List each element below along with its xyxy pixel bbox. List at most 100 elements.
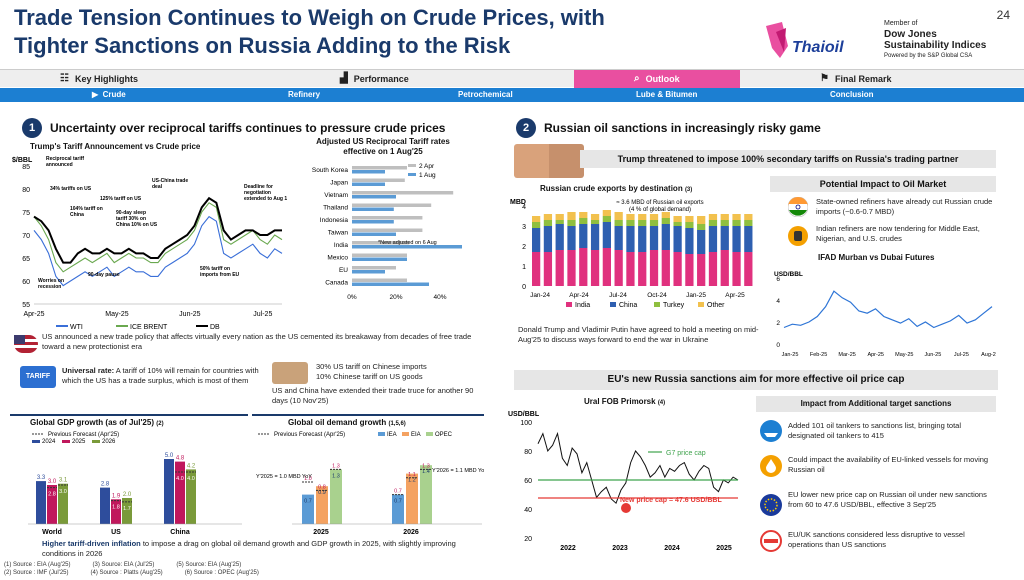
stack-segment-china: [744, 226, 753, 252]
stack-segment-turkey: [744, 220, 753, 226]
legend-swatch: [62, 440, 70, 443]
stack-segment-india: [532, 252, 541, 286]
x-tick-label: Oct-24: [647, 292, 667, 299]
subtab-crude[interactable]: ▶ Crude: [92, 90, 126, 99]
stack-segment-turkey: [579, 218, 588, 224]
legend-prev-label: Previous Forecast (Apr'25): [48, 432, 119, 438]
legend-swatch: [654, 302, 660, 307]
legend-label: 2026: [102, 439, 116, 445]
category-label: US: [111, 529, 121, 536]
legend-label: China: [619, 302, 637, 309]
stack-segment-turkey: [602, 216, 611, 222]
bar-2-apr: [352, 203, 432, 207]
sanction-stamp-icon: [760, 530, 782, 557]
stack-segment-turkey: [543, 220, 553, 226]
tab-final-remark[interactable]: ⚑ Final Remark: [820, 70, 892, 88]
urals-chart: USD/BBL 20 40 60 80 100 G7 price cap New price …: [508, 411, 739, 552]
section-number-2: 2: [516, 118, 536, 138]
stack-segment-india: [649, 250, 659, 286]
stack-segment-turkey: [590, 220, 600, 224]
subtab-refinery[interactable]: Refinery: [288, 90, 321, 99]
chart-annotation: 90-day sleep: [116, 210, 146, 216]
legend-swatch: [402, 432, 409, 436]
category-label: 2026: [403, 529, 419, 536]
tab-outlook[interactable]: ⌕ Outlook: [574, 70, 740, 88]
chart-annotation: 125% tariff on US: [100, 196, 142, 202]
bar-2025: [111, 499, 121, 524]
page-number: 24: [996, 8, 1010, 22]
x-tick-label: Apr-25: [725, 292, 745, 299]
data-label: 2.0: [123, 492, 132, 498]
bar-1-aug: [352, 207, 394, 211]
gdp-chart: Previous Forecast (Apr'25)2024 2025 2026 3.…: [28, 432, 242, 536]
category-label: Taiwan: [328, 230, 349, 237]
stack-segment-china: [532, 228, 541, 252]
stack-segment-turkey: [626, 220, 635, 226]
bar-2024: [164, 459, 174, 524]
oil-demand-panel: [252, 414, 484, 538]
subtab-conclusion[interactable]: Conclusion: [830, 90, 874, 99]
category-label: Mexico: [327, 255, 348, 262]
arrow-icon: ▶: [92, 90, 103, 99]
bar-1-aug: [352, 282, 429, 286]
stack-segment-india: [555, 250, 564, 286]
recip-chart-title: Adjusted US Reciprocal Tariff rates effec…: [316, 137, 450, 156]
category-label: World: [42, 529, 62, 536]
legend-swatch: [408, 164, 416, 167]
x-tick-label: Jun-25: [179, 311, 201, 318]
y-tick-label: 60: [22, 279, 30, 286]
previous-forecast-label: 4.0: [176, 476, 184, 482]
chart-annotation: deal: [152, 184, 163, 190]
y-tick-label: 0: [522, 284, 526, 291]
legend-label: 1 Aug: [419, 172, 436, 179]
stack-segment-other: [626, 214, 635, 220]
chart-annotation: 90-day pause: [88, 272, 120, 278]
y-axis-unit: $/BBL: [12, 157, 33, 164]
data-label: 3.1: [59, 478, 68, 484]
bar-OPEC: [330, 469, 342, 524]
chart-note: *New adjusted on 6 Aug: [378, 240, 437, 246]
tab-performance[interactable]: ▟ Performance: [340, 70, 409, 88]
bar-1-aug: [352, 257, 407, 261]
y-tick-label: 1: [522, 264, 526, 271]
legend-label: DB: [210, 324, 220, 331]
bar-2-apr: [352, 241, 410, 245]
subtab-petrochemical[interactable]: Petrochemical: [458, 90, 513, 99]
stack-segment-china: [685, 228, 694, 254]
main-tabs: ☷ Key Highlights ▟ Performance ⌕ Outlook ⚑ F…: [0, 69, 1024, 88]
subtab-lube-bitumen[interactable]: Lube & Bitumen: [636, 90, 698, 99]
bar-2025: [47, 485, 57, 524]
stack-segment-other: [708, 214, 718, 220]
price-cap-marker: [621, 502, 631, 513]
legend-swatch: [408, 173, 416, 176]
us-policy-text: US announced a new trade policy that aff…: [42, 332, 472, 351]
y-tick-label: 3: [522, 224, 526, 231]
oil-demand-chart: Previous Forecast (Apr'25) IEA EIA OPEC 0.7 1…: [256, 432, 484, 536]
y-tick-label: 2: [776, 320, 780, 327]
y-tick-label: 75: [22, 210, 30, 217]
chart-annotation: imports from EU: [200, 272, 240, 278]
stack-segment-india: [708, 252, 718, 286]
stack-segment-turkey: [697, 224, 706, 230]
stack-segment-china: [543, 226, 553, 252]
legend-swatch: [378, 432, 385, 436]
chart-annotation: announced: [46, 162, 73, 168]
trump-banner: Trump threatened to impose 100% secondar…: [580, 150, 996, 168]
stack-segment-india: [661, 250, 670, 286]
previous-forecast-label: 0.7: [394, 489, 402, 495]
stack-segment-china: [614, 226, 623, 250]
chart-annotation: tariff 30% on: [116, 216, 146, 222]
stack-segment-india: [602, 248, 611, 286]
stack-segment-india: [626, 252, 635, 286]
stack-segment-india: [673, 252, 682, 286]
x-tick-label: 2024: [664, 545, 680, 552]
tab-key-highlights[interactable]: ☷ Key Highlights: [60, 70, 138, 88]
series-line: [537, 431, 739, 505]
x-tick-label: Jan-25: [782, 352, 799, 358]
chart-note: (4 % of global demand): [629, 207, 691, 213]
y-axis-unit: USD/BBL: [774, 271, 803, 278]
x-tick-label: Jun-25: [924, 352, 941, 358]
bar-2024: [36, 481, 46, 524]
bar-1-aug: [352, 195, 396, 199]
category-label: Japan: [330, 180, 348, 187]
